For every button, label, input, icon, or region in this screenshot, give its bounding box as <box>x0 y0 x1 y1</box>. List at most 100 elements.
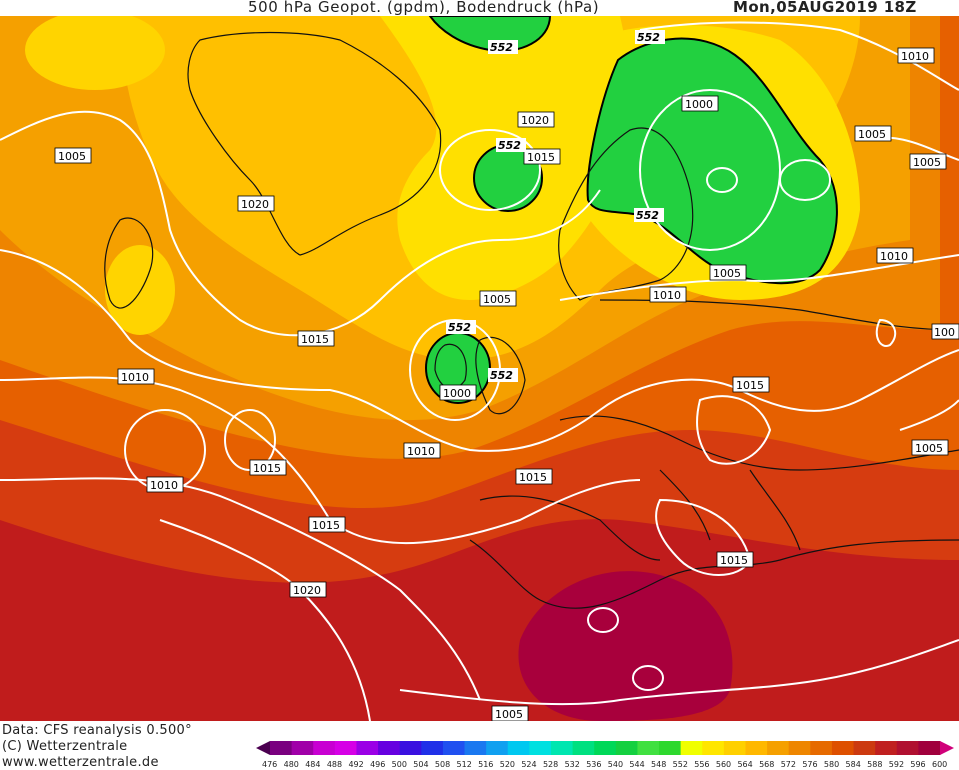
colorbar-swatch <box>896 741 919 755</box>
colorbar-tick-label: 560 <box>716 760 731 769</box>
colorbar-tick-label: 592 <box>889 760 904 769</box>
colorbar-swatch <box>356 741 379 755</box>
isobar-label: 1005 <box>54 147 92 164</box>
svg-text:1015: 1015 <box>519 471 547 484</box>
svg-text:552: 552 <box>490 369 513 382</box>
isobar-label: 1005 <box>911 439 949 456</box>
colorbar-tick-label: 580 <box>824 760 839 769</box>
colorbar-tick-label: 536 <box>586 760 601 769</box>
colorbar-swatch <box>831 741 855 755</box>
isobar-label: 1020 <box>289 581 327 598</box>
svg-text:1015: 1015 <box>720 554 748 567</box>
isobar-label: 1010 <box>649 286 687 303</box>
colorbar-swatch <box>875 741 898 755</box>
svg-text:1005: 1005 <box>858 128 886 141</box>
isobar-label: 1005 <box>854 125 892 142</box>
colorbar-tick-label: 588 <box>867 760 882 769</box>
colorbar-tick-label: 556 <box>694 760 709 769</box>
colorbar-swatch <box>442 741 466 755</box>
svg-text:1020: 1020 <box>293 584 321 597</box>
isobar-label: 1005 <box>709 264 747 281</box>
colorbar-tick-label: 540 <box>608 760 623 769</box>
isobar-label: 1010 <box>876 247 914 264</box>
colorbar-tick-label: 496 <box>370 760 385 769</box>
isobar-label: 1015 <box>515 468 553 485</box>
svg-text:552: 552 <box>490 41 513 54</box>
svg-text:1000: 1000 <box>685 98 713 111</box>
geopotential-label: 552 <box>496 138 526 152</box>
colorbar-swatch <box>529 741 552 755</box>
copyright-text: (C) Wetterzentrale <box>2 739 128 754</box>
colorbar-legend: 476 480 484 488 492 496 500 504 508 512 516 520 524 5… <box>256 741 954 769</box>
svg-text:1010: 1010 <box>880 250 908 263</box>
isobar-label: 1005 <box>491 705 529 721</box>
svg-text:1015: 1015 <box>253 462 281 475</box>
svg-text:1015: 1015 <box>312 519 340 532</box>
colorbar-swatch <box>680 741 703 755</box>
field-patch-yellow-w <box>105 245 175 335</box>
isobar-label: 1010 <box>117 368 155 385</box>
colorbar-swatch <box>594 741 617 755</box>
svg-text:1005: 1005 <box>483 293 511 306</box>
isobar-label: 1005 <box>479 290 517 307</box>
colorbar-tick-label: 508 <box>435 760 450 769</box>
svg-text:1020: 1020 <box>241 198 269 211</box>
colorbar-tick-label: 488 <box>327 760 342 769</box>
colorbar-swatch <box>334 741 357 755</box>
colorbar-swatch <box>853 741 876 755</box>
isobar-label: 1015 <box>308 516 346 533</box>
svg-text:1020: 1020 <box>521 114 549 127</box>
colorbar-tick-label: 596 <box>910 760 925 769</box>
coastlines <box>104 31 959 609</box>
colorbar-swatch <box>767 741 790 755</box>
svg-text:1005: 1005 <box>913 156 941 169</box>
colorbar-swatch <box>723 741 746 755</box>
isobar-label: 100 <box>931 323 959 340</box>
colorbar-tick-label: 528 <box>543 760 558 769</box>
svg-text:1005: 1005 <box>58 150 86 163</box>
colorbar-swatch <box>810 741 833 755</box>
geopotential-label: 552 <box>446 320 476 334</box>
colorbar-swatch <box>270 741 293 755</box>
colorbar-tick-label: 524 <box>521 760 536 769</box>
colorbar-tick-label: 544 <box>629 760 644 769</box>
colorbar-swatch <box>659 741 682 755</box>
isobar-label: 1005 <box>909 153 947 170</box>
colorbar-tick-label: 476 <box>262 760 277 769</box>
low-scandinavia <box>586 37 838 285</box>
svg-text:552: 552 <box>637 31 660 44</box>
isobar-label: 1020 <box>237 195 275 212</box>
geopotential-label: 552 <box>488 368 518 382</box>
colorbar-swatch <box>745 741 768 755</box>
colorbar-tick-label: 504 <box>413 760 428 769</box>
colorbar-swatch <box>291 741 314 755</box>
svg-text:1015: 1015 <box>527 151 555 164</box>
isobar-label: 1020 <box>517 111 555 128</box>
svg-text:1010: 1010 <box>653 290 681 303</box>
colorbar-swatches <box>256 741 954 755</box>
isobar-label: 1010 <box>403 442 441 459</box>
colorbar-tick-label: 564 <box>737 760 752 769</box>
data-source-text: Data: CFS reanalysis 0.500° <box>2 723 192 738</box>
colorbar-swatch <box>918 741 941 755</box>
colorbar-swatch <box>464 741 487 755</box>
colorbar-tick-label: 532 <box>565 760 580 769</box>
field-patch-yellow-nw <box>25 16 165 90</box>
svg-text:100: 100 <box>934 326 955 339</box>
colorbar-swatch <box>550 741 574 755</box>
colorbar-tick-label: 516 <box>478 760 493 769</box>
geopotential-labels: 552 552 552 552 552 552 <box>446 30 665 382</box>
isobar-label: 1000 <box>439 384 477 401</box>
geopotential-label: 552 <box>488 40 518 54</box>
colorbar-swatch <box>378 741 401 755</box>
svg-text:1010: 1010 <box>407 445 435 458</box>
colorbar-swatch <box>637 741 660 755</box>
map-title-bar: 500 hPa Geopot. (gpdm), Bodendruck (hPa)… <box>0 0 959 16</box>
svg-text:1015: 1015 <box>519 471 547 484</box>
svg-text:1005: 1005 <box>915 442 943 455</box>
colorbar-tick-label: 572 <box>781 760 796 769</box>
isobar-label: 1000 <box>681 95 719 112</box>
svg-text:1015: 1015 <box>736 379 764 392</box>
map-datetime: Mon,05AUG2019 18Z <box>733 0 917 16</box>
weather-map: 1005 1020 1015 1010 1010 1015 1010 1015 … <box>0 16 959 721</box>
